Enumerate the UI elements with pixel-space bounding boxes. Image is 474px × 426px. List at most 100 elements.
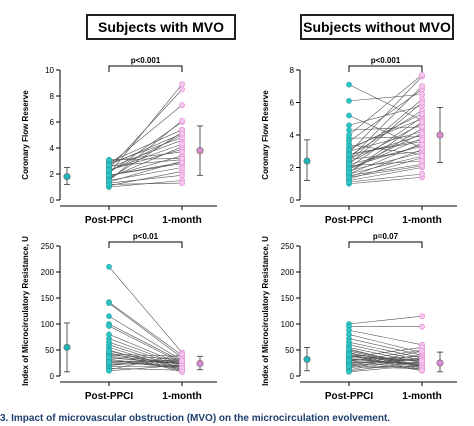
pair-line xyxy=(348,165,423,178)
one-month-mean-marker xyxy=(436,131,444,139)
pair-line xyxy=(348,167,423,181)
pair-line xyxy=(108,175,183,184)
pair-line xyxy=(348,131,423,152)
pair-line xyxy=(348,152,423,172)
y-tick-label: 8 xyxy=(290,66,295,75)
one-month-point xyxy=(178,180,185,187)
one-month-point xyxy=(418,130,425,137)
chart-cfr-with-mvo: 0 2 4 6 8 10 Post-PPCI 1-month Coronary Flow Res… xyxy=(12,52,232,232)
y-tick-label: 250 xyxy=(281,242,295,251)
header-without-mvo: Subjects without MVO xyxy=(300,14,454,40)
y-tick-label: 50 xyxy=(285,346,294,355)
pair-line xyxy=(108,158,183,160)
one-month-point xyxy=(178,155,185,162)
chart-cfr-without-mvo: 0 2 4 6 8 Post-PPCI 1-month Coronary Flow Reser… xyxy=(252,52,472,232)
pair-line xyxy=(348,113,423,150)
y-tick-label: 50 xyxy=(45,346,54,355)
significance-label: p=0.07 xyxy=(373,232,399,241)
y-axis-label: Index of Microcirculatory Resistance, U xyxy=(261,236,270,386)
significance-label: p<0.001 xyxy=(131,56,161,65)
one-month-point xyxy=(418,348,425,355)
pair-line xyxy=(108,129,183,163)
significance-bracket xyxy=(348,241,423,248)
x-tick-label: Post-PPCI xyxy=(325,215,374,226)
chart-svg: 0 50 100 150 200 250 Post-PPCI 1-month Index of … xyxy=(261,232,457,402)
one-month-point xyxy=(418,119,425,126)
post-ppci-point xyxy=(346,363,352,369)
one-month-point xyxy=(418,158,425,165)
y-tick-label: 250 xyxy=(41,242,55,251)
one-month-mean-marker xyxy=(196,360,204,368)
chart-imr-without-mvo: 0 50 100 150 200 250 Post-PPCI 1-month Index of … xyxy=(252,228,472,408)
post-ppci-point xyxy=(106,359,112,366)
post-ppci-point xyxy=(106,177,112,184)
post-ppci-point xyxy=(106,172,112,179)
post-ppci-point xyxy=(346,132,352,138)
one-month-point xyxy=(418,357,425,364)
pair-line xyxy=(108,315,183,361)
one-month-point xyxy=(418,136,425,143)
pair-line xyxy=(108,361,183,365)
pair-line xyxy=(108,353,183,357)
pair-line xyxy=(348,315,423,325)
pair-line xyxy=(348,341,423,359)
pair-line xyxy=(348,173,423,183)
pair-line xyxy=(348,121,423,173)
pair-line xyxy=(348,360,423,371)
y-tick-label: 100 xyxy=(41,320,55,329)
post-ppci-point xyxy=(106,323,112,329)
significance-label: p<0.01 xyxy=(133,232,159,241)
pair-line xyxy=(108,89,183,170)
y-tick-label: 2 xyxy=(290,164,295,173)
y-tick-label: 4 xyxy=(290,131,295,140)
x-tick-label: Post-PPCI xyxy=(85,391,134,402)
pair-line xyxy=(108,362,183,366)
pair-line xyxy=(348,133,423,170)
post-ppci-point xyxy=(106,300,112,307)
pair-line xyxy=(348,160,423,167)
y-tick-label: 200 xyxy=(281,268,295,277)
y-tick-label: 2 xyxy=(50,170,55,179)
y-tick-label: 150 xyxy=(41,294,55,303)
x-tick-label: Post-PPCI xyxy=(325,391,374,402)
y-tick-label: 0 xyxy=(50,372,55,381)
post-ppci-point xyxy=(106,354,112,361)
pair-line xyxy=(108,364,183,372)
chart-svg: 0 2 4 6 8 Post-PPCI 1-month Coronary Flow Reser… xyxy=(261,56,457,226)
pair-line xyxy=(108,182,183,185)
post-ppci-point xyxy=(346,81,352,88)
header-with-mvo: Subjects with MVO xyxy=(86,14,236,40)
post-ppci-point xyxy=(346,161,352,168)
x-tick-label: 1-month xyxy=(402,391,441,402)
post-ppci-point xyxy=(346,169,352,176)
post-ppci-point xyxy=(346,127,352,133)
significance-bracket xyxy=(108,65,183,72)
x-tick-label: 1-month xyxy=(162,215,201,226)
pair-line xyxy=(108,149,183,171)
pair-line xyxy=(348,329,423,346)
pair-line xyxy=(348,94,423,102)
post-ppci-point xyxy=(106,367,112,374)
pair-line xyxy=(108,104,183,166)
x-tick-label: 1-month xyxy=(402,215,441,226)
post-ppci-point xyxy=(346,98,352,104)
y-tick-label: 0 xyxy=(50,196,55,205)
pair-line xyxy=(348,99,423,162)
x-tick-label: Post-PPCI xyxy=(85,215,134,226)
significance-label: p<0.001 xyxy=(371,56,401,65)
post-ppci-point xyxy=(346,351,352,358)
pair-line xyxy=(108,133,183,166)
post-ppci-point xyxy=(346,151,352,158)
post-ppci-mean-marker xyxy=(303,157,311,165)
pair-line xyxy=(108,323,183,362)
pair-line xyxy=(348,86,423,160)
y-tick-label: 150 xyxy=(281,294,295,303)
pair-line xyxy=(348,176,423,185)
post-ppci-point xyxy=(346,112,352,119)
pair-line xyxy=(348,126,423,131)
pair-line xyxy=(348,352,423,367)
one-month-point xyxy=(418,91,425,98)
pair-line xyxy=(348,105,423,126)
pair-line xyxy=(348,338,423,356)
pair-line xyxy=(348,163,423,176)
